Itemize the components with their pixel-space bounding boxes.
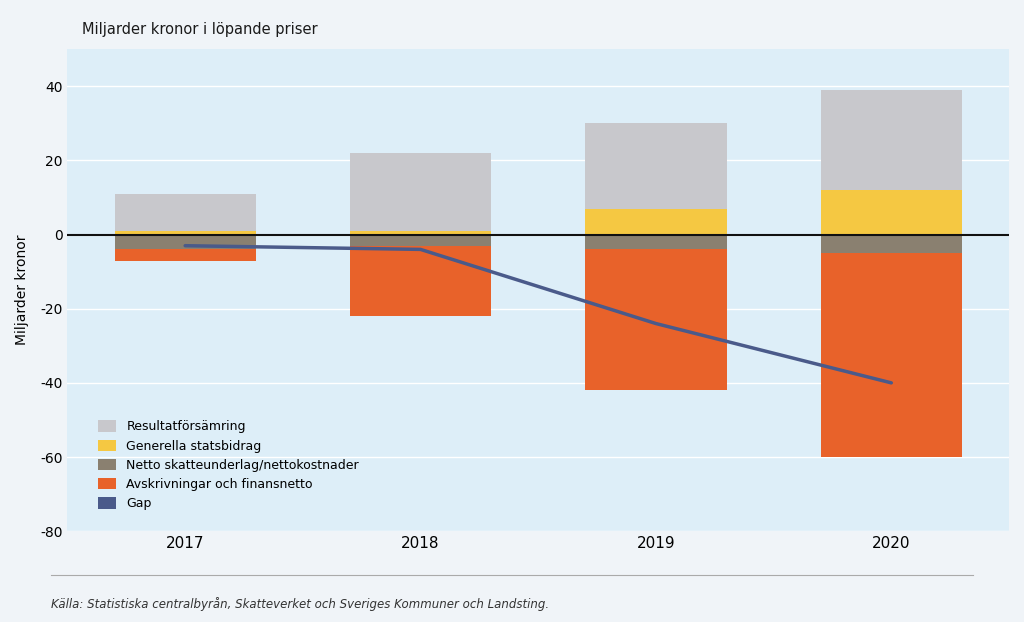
Legend: Resultatförsämring, Generella statsbidrag, Netto skatteunderlag/nettokostnader, : Resultatförsämring, Generella statsbidra… xyxy=(92,415,364,515)
Bar xyxy=(586,234,727,390)
Bar xyxy=(350,234,492,316)
Bar xyxy=(820,190,962,234)
Bar xyxy=(115,234,256,249)
Bar xyxy=(115,194,256,231)
Y-axis label: Miljarder kronor: Miljarder kronor xyxy=(15,235,29,345)
Bar xyxy=(820,234,962,457)
Bar xyxy=(586,123,727,208)
Bar xyxy=(350,231,492,234)
Bar xyxy=(350,153,492,231)
Bar xyxy=(350,234,492,246)
Bar xyxy=(586,234,727,249)
Text: Källa: Statistiska centralbyrån, Skatteverket och Sveriges Kommuner och Landstin: Källa: Statistiska centralbyrån, Skattev… xyxy=(51,597,549,611)
Bar xyxy=(586,208,727,234)
Bar xyxy=(115,231,256,234)
Bar xyxy=(820,90,962,190)
Text: Miljarder kronor i löpande priser: Miljarder kronor i löpande priser xyxy=(82,22,317,37)
Bar xyxy=(115,234,256,261)
Bar xyxy=(820,234,962,253)
